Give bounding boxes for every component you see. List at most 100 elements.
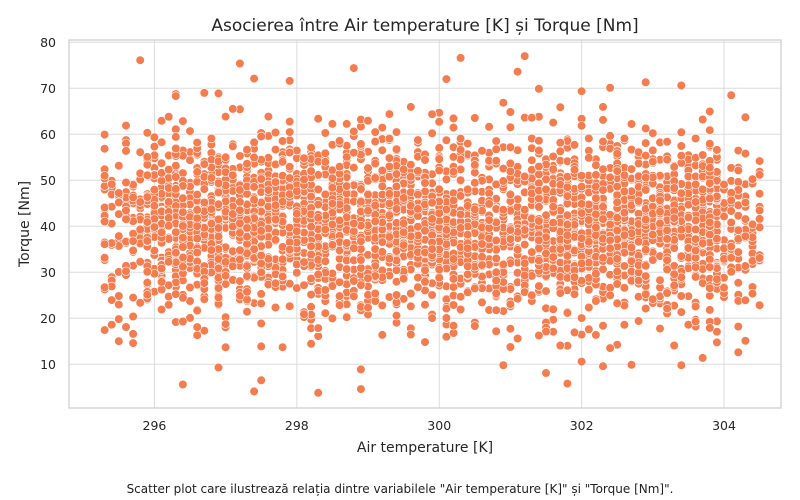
scatter-point (121, 205, 131, 216)
scatter-point (406, 301, 416, 311)
scatter-point (370, 288, 380, 299)
scatter-point (605, 235, 615, 245)
scatter-point (676, 291, 686, 301)
scatter-point (142, 160, 152, 170)
scatter-point (199, 88, 209, 98)
scatter-point (562, 210, 573, 220)
scatter-point (384, 161, 395, 172)
scatter-point (655, 195, 665, 205)
scatter-point (114, 188, 124, 198)
scatter-point (171, 184, 181, 194)
scatter-point (285, 173, 295, 183)
scatter-point (463, 261, 473, 271)
scatter-point (249, 73, 259, 84)
scatter-point (427, 128, 437, 138)
scatter-point (712, 145, 722, 155)
scatter-point (356, 384, 366, 394)
scatter-point (99, 253, 110, 263)
scatter-point (534, 202, 544, 212)
scatter-point (256, 174, 266, 184)
scatter-point (171, 143, 181, 154)
scatter-point (406, 102, 416, 112)
scatter-point (456, 223, 466, 233)
scatter-point (370, 200, 380, 210)
scatter-point (356, 139, 366, 149)
scatter-point (384, 232, 395, 242)
scatter-point (548, 263, 558, 274)
scatter-point (662, 288, 672, 298)
scatter-point (121, 146, 131, 156)
scatter-point (740, 336, 751, 346)
scatter-point (249, 137, 259, 147)
scatter-point (406, 329, 416, 340)
scatter-point (669, 183, 679, 193)
scatter-point (384, 153, 395, 163)
scatter-point (285, 245, 295, 255)
scatter-point (463, 139, 473, 149)
scatter-point (420, 155, 430, 165)
scatter-point (576, 121, 587, 131)
scatter-point (527, 155, 537, 165)
scatter-point (320, 285, 330, 295)
scatter-point (121, 322, 131, 332)
scatter-point (406, 172, 416, 182)
scatter-point (221, 319, 231, 329)
scatter-point (249, 386, 259, 397)
scatter-point (199, 197, 209, 208)
scatter-point (142, 267, 152, 277)
scatter-point (327, 183, 338, 193)
scatter-point (569, 165, 580, 175)
scatter-point (135, 257, 145, 267)
scatter-point (541, 174, 551, 184)
scatter-point (562, 379, 573, 389)
scatter-point (292, 268, 302, 278)
scatter-point (327, 173, 338, 183)
scatter-point (299, 257, 309, 267)
scatter-point (342, 312, 352, 322)
scatter-point (591, 193, 601, 203)
scatter-point (178, 379, 188, 390)
scatter-point (99, 130, 110, 140)
scatter-point (698, 150, 708, 160)
scatter-point (562, 191, 573, 201)
scatter-point (178, 262, 188, 272)
scatter-point (754, 189, 765, 199)
scatter-point (477, 260, 487, 270)
scatter-point (434, 184, 444, 194)
y-tick-label: 80 (40, 35, 56, 50)
scatter-point (441, 174, 452, 184)
scatter-point (555, 138, 565, 148)
scatter-point (420, 226, 430, 236)
y-axis-label: Torque [Nm] (17, 181, 33, 268)
scatter-point (591, 209, 601, 219)
scatter-point (128, 311, 138, 322)
scatter-point (384, 189, 395, 199)
scatter-point (242, 261, 252, 271)
scatter-point (626, 242, 637, 252)
scatter-point (406, 288, 416, 299)
scatter-point (605, 172, 615, 182)
scatter-point (427, 109, 437, 119)
scatter-point (270, 177, 281, 187)
scatter-point (733, 347, 743, 357)
scatter-point (327, 199, 338, 209)
scatter-point (278, 254, 288, 264)
scatter-point (669, 243, 679, 253)
scatter-point (206, 245, 216, 255)
scatter-point (612, 213, 622, 223)
scatter-point (740, 198, 751, 208)
scatter-point (370, 127, 380, 137)
scatter-point (705, 323, 715, 333)
scatter-point (633, 196, 644, 206)
scatter-point (235, 276, 245, 286)
scatter-point (669, 269, 679, 279)
scatter-point (598, 102, 608, 112)
scatter-point (306, 302, 316, 312)
scatter-point (256, 131, 266, 141)
scatter-point (171, 289, 181, 299)
scatter-point (356, 184, 366, 194)
scatter-point (399, 193, 409, 203)
scatter-point (448, 300, 459, 310)
y-tick-label: 60 (40, 127, 56, 142)
scatter-point (427, 198, 437, 208)
